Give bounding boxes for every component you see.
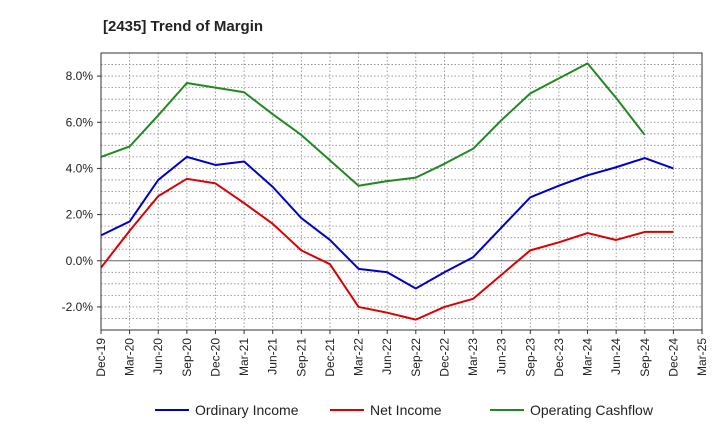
y-tick-label: 8.0% (66, 69, 94, 83)
legend: Ordinary Income Net Income Operating Cashf… (155, 402, 654, 418)
plot-border (100, 52, 703, 331)
x-tick-label: Mar-22 (352, 338, 366, 376)
x-tick-label: Jun-24 (609, 338, 623, 375)
y-tick-label: -2.0% (62, 300, 94, 314)
plot-area (101, 53, 702, 330)
x-tick-label: Sep-20 (180, 338, 194, 377)
y-tick-label: 4.0% (66, 161, 94, 175)
series-lines (100, 62, 674, 321)
x-tick-label: Dec-22 (437, 338, 451, 377)
x-tick-label: Sep-21 (294, 338, 308, 377)
x-tick-label: Sep-23 (523, 338, 537, 377)
horizontal-gridlines (101, 64, 702, 319)
x-axis-ticks: Dec-19 Mar-20 Jun-20 Sep-20 Dec-20 Mar-21 Jun-… (94, 330, 709, 377)
x-tick-label: Dec-20 (208, 338, 222, 377)
x-tick-label: Jun-20 (151, 338, 165, 375)
x-tick-label: Jun-23 (495, 338, 509, 375)
x-tick-label: Dec-21 (323, 338, 337, 377)
y-tick-label: 6.0% (66, 115, 94, 129)
x-tick-label: Jun-21 (266, 338, 280, 375)
legend-label-2: Operating Cashflow (530, 402, 654, 418)
x-tick-label: Mar-24 (581, 338, 595, 376)
y-axis-ticks: -2.0% 0.0% 2.0% 4.0% 6.0% 8.0% (62, 69, 101, 314)
legend-label-0: Ordinary Income (195, 402, 299, 418)
legend-label-1: Net Income (370, 402, 442, 418)
series-line-0 (100, 155, 674, 290)
x-tick-label: Mar-20 (123, 338, 137, 376)
x-tick-label: Mar-21 (237, 338, 251, 376)
y-tick-label: 0.0% (66, 254, 94, 268)
x-tick-label: Sep-24 (638, 338, 652, 377)
x-tick-label: Jun-22 (380, 338, 394, 375)
x-tick-label: Dec-24 (666, 338, 680, 377)
x-tick-label: Dec-23 (552, 338, 566, 377)
chart-title: [2435] Trend of Margin (103, 18, 263, 35)
x-tick-label: Dec-19 (94, 338, 108, 377)
x-tick-label: Mar-23 (466, 338, 480, 376)
x-tick-label: Mar-25 (695, 338, 709, 376)
x-tick-label: Sep-22 (409, 338, 423, 377)
y-tick-label: 2.0% (66, 208, 94, 222)
series-line-1 (100, 177, 674, 321)
series-line-2 (100, 62, 646, 187)
